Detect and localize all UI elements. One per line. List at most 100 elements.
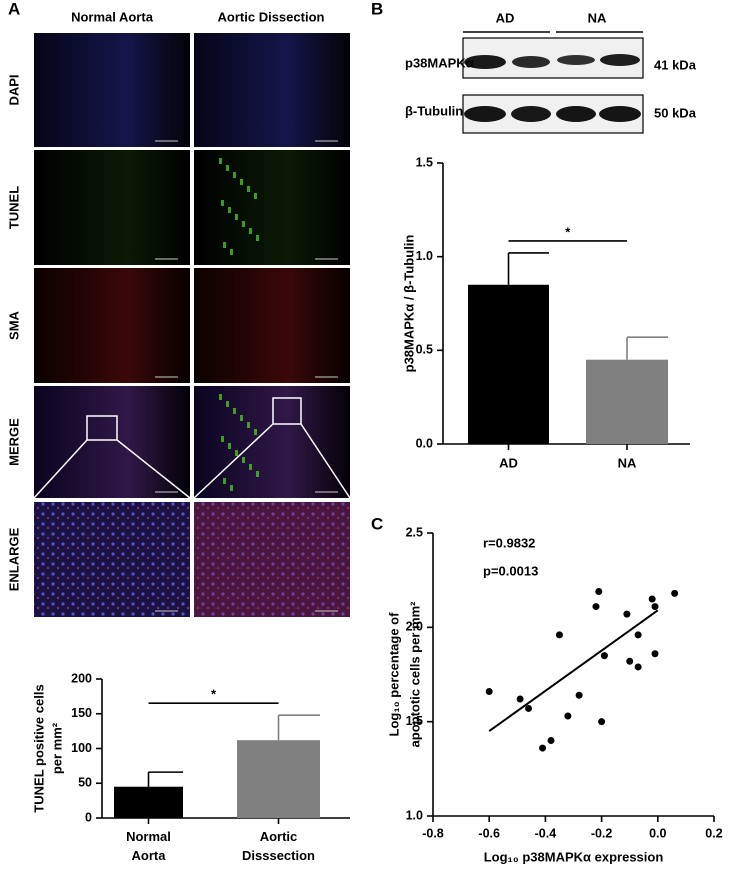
y-axis-label: TUNEL positive cells: [31, 684, 46, 812]
x-tick-line: Aorta: [132, 848, 167, 863]
stain: [249, 228, 252, 234]
point: [592, 603, 600, 611]
x-axis-label: Log₁₀ p38MAPKα expression: [484, 849, 664, 864]
point: [634, 631, 642, 639]
x-tick-label: NA: [618, 455, 637, 470]
blot-group: AD: [496, 10, 515, 25]
micrograph: [34, 268, 190, 383]
stain: [242, 457, 245, 463]
point: [525, 704, 533, 712]
y-tick-label: 1.0: [416, 249, 433, 263]
y-tick-label: 2.0: [406, 620, 423, 634]
y-tick-label: 2.5: [406, 525, 423, 539]
row-label: TUNEL: [6, 186, 21, 229]
blot-protein: p38MAPKα: [405, 55, 474, 70]
micrograph: [34, 502, 190, 617]
y-tick-label: 0.0: [416, 436, 433, 450]
y-axis-label: apoptotic cells per mm²: [407, 601, 422, 748]
point: [598, 718, 606, 726]
zoom-line: [193, 423, 274, 499]
zoom-box: [272, 397, 302, 425]
point: [626, 657, 634, 665]
panel-label: B: [371, 0, 383, 18]
blot-size: 50 kDa: [654, 105, 697, 120]
micrograph: [34, 150, 190, 265]
stain: [235, 214, 238, 220]
stain: [256, 235, 259, 241]
micrograph: [194, 502, 350, 617]
row-label: ENLARGE: [6, 527, 21, 591]
blot-size: 41 kDa: [654, 57, 697, 72]
bar: [586, 359, 668, 444]
stain: [240, 179, 243, 185]
y-tick-label: 50: [78, 776, 92, 790]
x-tick-label: -0.8: [422, 826, 444, 840]
x-tick-line: Disssection: [242, 848, 315, 863]
stain: [256, 471, 259, 477]
point: [671, 589, 679, 597]
stain: [254, 193, 257, 199]
stain: [226, 165, 229, 171]
zoom-line: [116, 439, 191, 499]
stain: [221, 200, 224, 206]
row-label: DAPI: [6, 74, 21, 105]
x-tick-label: AD: [499, 455, 518, 470]
annotation: p=0.0013: [483, 563, 538, 578]
bar: [114, 786, 183, 818]
point: [651, 650, 659, 658]
stain: [226, 401, 229, 407]
x-tick-line: Normal: [126, 829, 171, 844]
x-tick-line: Aortic: [260, 829, 298, 844]
stain: [240, 415, 243, 421]
bar: [468, 284, 549, 444]
x-tick-label: Aortic Disssection: [242, 829, 315, 863]
blot-group: NA: [588, 10, 607, 25]
panel-label: A: [8, 0, 20, 18]
stain: [242, 221, 245, 227]
column-title: Normal Aorta: [71, 9, 154, 24]
point: [564, 712, 572, 720]
stain: [223, 478, 226, 484]
micrograph: [194, 33, 350, 147]
y-tick-label: 1.0: [406, 808, 423, 822]
x-tick-label: 0.2: [705, 826, 722, 840]
stain: [228, 443, 231, 449]
point: [575, 691, 583, 699]
micrograph: [194, 150, 350, 265]
y-tick-label: 100: [71, 741, 92, 755]
stain: [233, 408, 236, 414]
x-tick-label: -0.2: [591, 826, 613, 840]
micrograph: [194, 268, 350, 383]
zoom-line: [33, 439, 88, 499]
point: [595, 587, 603, 595]
y-tick-label: 1.5: [406, 714, 423, 728]
zoom-box: [86, 415, 118, 441]
point: [516, 695, 524, 703]
stain: [254, 429, 257, 435]
point: [648, 595, 656, 603]
x-tick-label: -0.4: [535, 826, 557, 840]
x-tick-label: -0.6: [478, 826, 500, 840]
x-tick-label: Normal Aorta: [126, 829, 171, 863]
point: [539, 744, 547, 752]
micrograph: [194, 386, 350, 498]
stain: [247, 186, 250, 192]
micrograph: [34, 33, 190, 147]
significance-label: *: [211, 687, 217, 702]
y-tick-label: 150: [71, 706, 92, 720]
zoom-line: [300, 423, 351, 499]
panel-label: C: [371, 514, 383, 533]
micrograph: [34, 386, 190, 498]
stain: [221, 436, 224, 442]
y-tick-label: 0: [85, 810, 92, 824]
fit-line: [488, 609, 659, 732]
point: [485, 687, 493, 695]
bar: [237, 740, 320, 818]
stain: [219, 158, 222, 164]
y-tick-label: 200: [71, 671, 92, 685]
stain: [235, 450, 238, 456]
y-tick-label: 1.5: [416, 155, 433, 169]
tint: [194, 502, 350, 617]
stain: [230, 485, 233, 491]
